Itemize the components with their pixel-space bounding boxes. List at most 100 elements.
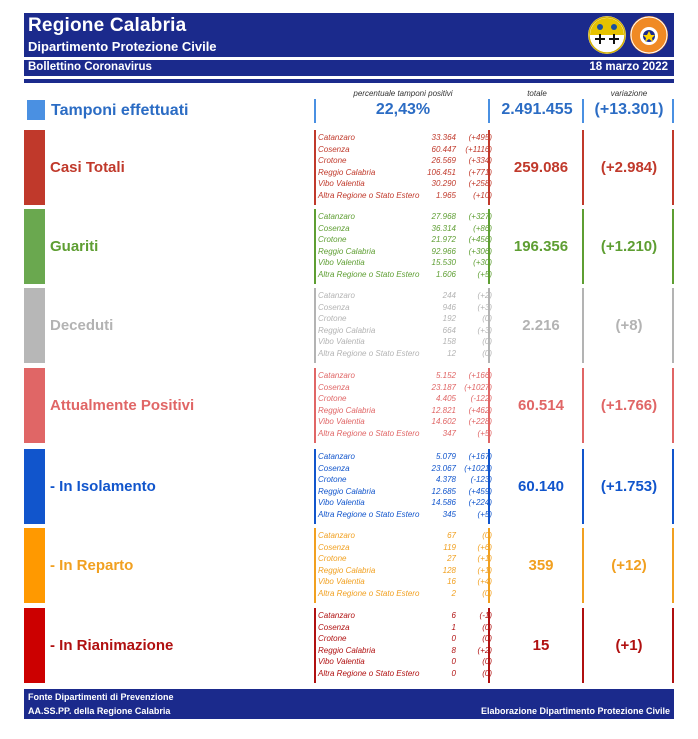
province-change: (+30) <box>473 258 492 268</box>
section-guariti: Guariti Catanzaro 27.968 (+327) Cosenza 36.31… <box>24 209 674 284</box>
province-change: (+462) <box>468 405 492 415</box>
section-divider <box>314 528 316 603</box>
province-name: Catanzaro <box>318 531 355 540</box>
province-value: 12.821 <box>431 405 456 415</box>
province-change: (+2) <box>477 291 492 300</box>
province-value: 15.530 <box>431 258 456 268</box>
section-total: 60.514 <box>518 397 564 414</box>
province-name: Cosenza <box>318 144 350 154</box>
tamponi-total: 2.491.455 <box>501 101 573 118</box>
section-divider <box>314 449 316 524</box>
province-name: Cosenza <box>318 302 350 312</box>
section-divider <box>314 608 316 683</box>
province-value: 67 <box>447 531 456 540</box>
province-change: (0) <box>482 348 492 358</box>
province-change: (+1) <box>477 565 492 575</box>
province-change: (+258) <box>468 179 492 189</box>
province-table: Catanzaro 5.079 (+167) Cosenza 23.067 (+1021)… <box>318 451 498 521</box>
section-change: (+1.753) <box>600 478 658 495</box>
province-name: Vibo Valentia <box>318 179 365 189</box>
calabria-emblem-icon <box>588 16 626 54</box>
province-value: 244 <box>442 291 456 300</box>
province-name: Vibo Valentia <box>318 417 365 427</box>
province-row: Cosenza 1 (0) <box>318 622 498 634</box>
province-change: (+1) <box>477 554 492 564</box>
province-change: (+2) <box>477 645 492 655</box>
province-change: (+6) <box>477 542 492 552</box>
province-value: 12.685 <box>431 486 456 496</box>
section-label: - In Rianimazione <box>50 637 174 654</box>
province-value: 664 <box>442 325 456 335</box>
province-name: Altra Regione o Stato Estero <box>318 588 420 598</box>
header-divider <box>24 79 674 83</box>
province-change: (+771) <box>468 167 492 177</box>
section-divider <box>314 368 316 443</box>
section-label: Deceduti <box>50 317 114 334</box>
province-change: (0) <box>482 531 492 540</box>
province-change: (0) <box>482 668 492 678</box>
province-name: Altra Regione o Stato Estero <box>318 509 420 519</box>
section-color-box <box>24 288 45 363</box>
province-row: Crotone 0 (0) <box>318 633 498 645</box>
province-name: Cosenza <box>318 382 350 392</box>
section-color-box <box>24 528 45 603</box>
tamponi-divider <box>314 99 316 123</box>
protezione-civile-logo-icon <box>630 16 668 54</box>
province-value: 158 <box>442 337 456 347</box>
province-row: Catanzaro 67 (0) <box>318 530 498 542</box>
bulletin-date: 18 marzo 2022 <box>589 61 668 73</box>
section-divider <box>582 528 584 603</box>
province-value: 14.586 <box>431 498 456 508</box>
section-divider <box>488 288 490 363</box>
province-name: Catanzaro <box>318 291 355 300</box>
province-row: Vibo Valentia 14.602 (+228) <box>318 416 498 428</box>
province-name: Altra Regione o Stato Estero <box>318 668 420 678</box>
province-change: (+456) <box>468 235 492 245</box>
section-reparto: - In Reparto Catanzaro 67 (0) Cosenza 119 (+6)… <box>24 528 674 603</box>
province-change: (+5) <box>477 509 492 519</box>
tamponi-divider <box>582 99 584 123</box>
section-divider <box>672 130 674 205</box>
province-row: Reggio Calabria 12.821 (+462) <box>318 405 498 417</box>
province-name: Cosenza <box>318 463 350 473</box>
province-change: (-122) <box>470 394 492 404</box>
province-name: Reggio Calabria <box>318 645 376 655</box>
section-color-box <box>24 368 45 443</box>
province-value: 60.447 <box>431 144 456 154</box>
province-value: 0 <box>451 634 456 644</box>
province-value: 33.364 <box>431 133 456 142</box>
section-divider <box>582 368 584 443</box>
province-change: (+4) <box>477 577 492 587</box>
section-divider <box>582 130 584 205</box>
province-name: Catanzaro <box>318 611 355 620</box>
province-value: 27 <box>447 554 456 564</box>
province-change: (+224) <box>468 498 492 508</box>
province-table: Catanzaro 6 (-1) Cosenza 1 (0) Crotone 0 (0) Regg… <box>318 610 498 680</box>
section-change: (+1.766) <box>600 397 658 414</box>
province-value: 347 <box>442 428 456 438</box>
province-name: Crotone <box>318 314 347 324</box>
province-change: (+5) <box>477 428 492 438</box>
province-row: Vibo Valentia 14.586 (+224) <box>318 497 498 509</box>
section-change: (+2.984) <box>600 159 658 176</box>
bulletin-bar: Bollettino Coronavirus 18 marzo 2022 <box>24 60 674 76</box>
province-change: (0) <box>482 337 492 347</box>
credit-line: Elaborazione Dipartimento Protezione Civ… <box>480 706 670 716</box>
province-value: 27.968 <box>431 212 456 221</box>
province-row: Crotone 4.405 (-122) <box>318 393 498 405</box>
province-change: (+459) <box>468 486 492 496</box>
province-value: 8 <box>451 645 456 655</box>
department-subtitle: Dipartimento Protezione Civile <box>28 39 217 54</box>
province-row: Vibo Valentia 0 (0) <box>318 656 498 668</box>
province-value: 21.972 <box>431 235 456 245</box>
section-color-box <box>24 209 45 284</box>
province-table: Catanzaro 67 (0) Cosenza 119 (+6) Crotone 27 (+1… <box>318 530 498 600</box>
province-value: 1.965 <box>435 190 456 200</box>
province-row: Crotone 21.972 (+456) <box>318 234 498 246</box>
province-row: Altra Regione o Stato Estero 12 (0) <box>318 348 498 360</box>
province-row: Cosenza 23.067 (+1021) <box>318 463 498 475</box>
province-change: (+167) <box>468 452 492 461</box>
province-name: Crotone <box>318 235 347 245</box>
province-name: Crotone <box>318 634 347 644</box>
section-divider <box>314 288 316 363</box>
